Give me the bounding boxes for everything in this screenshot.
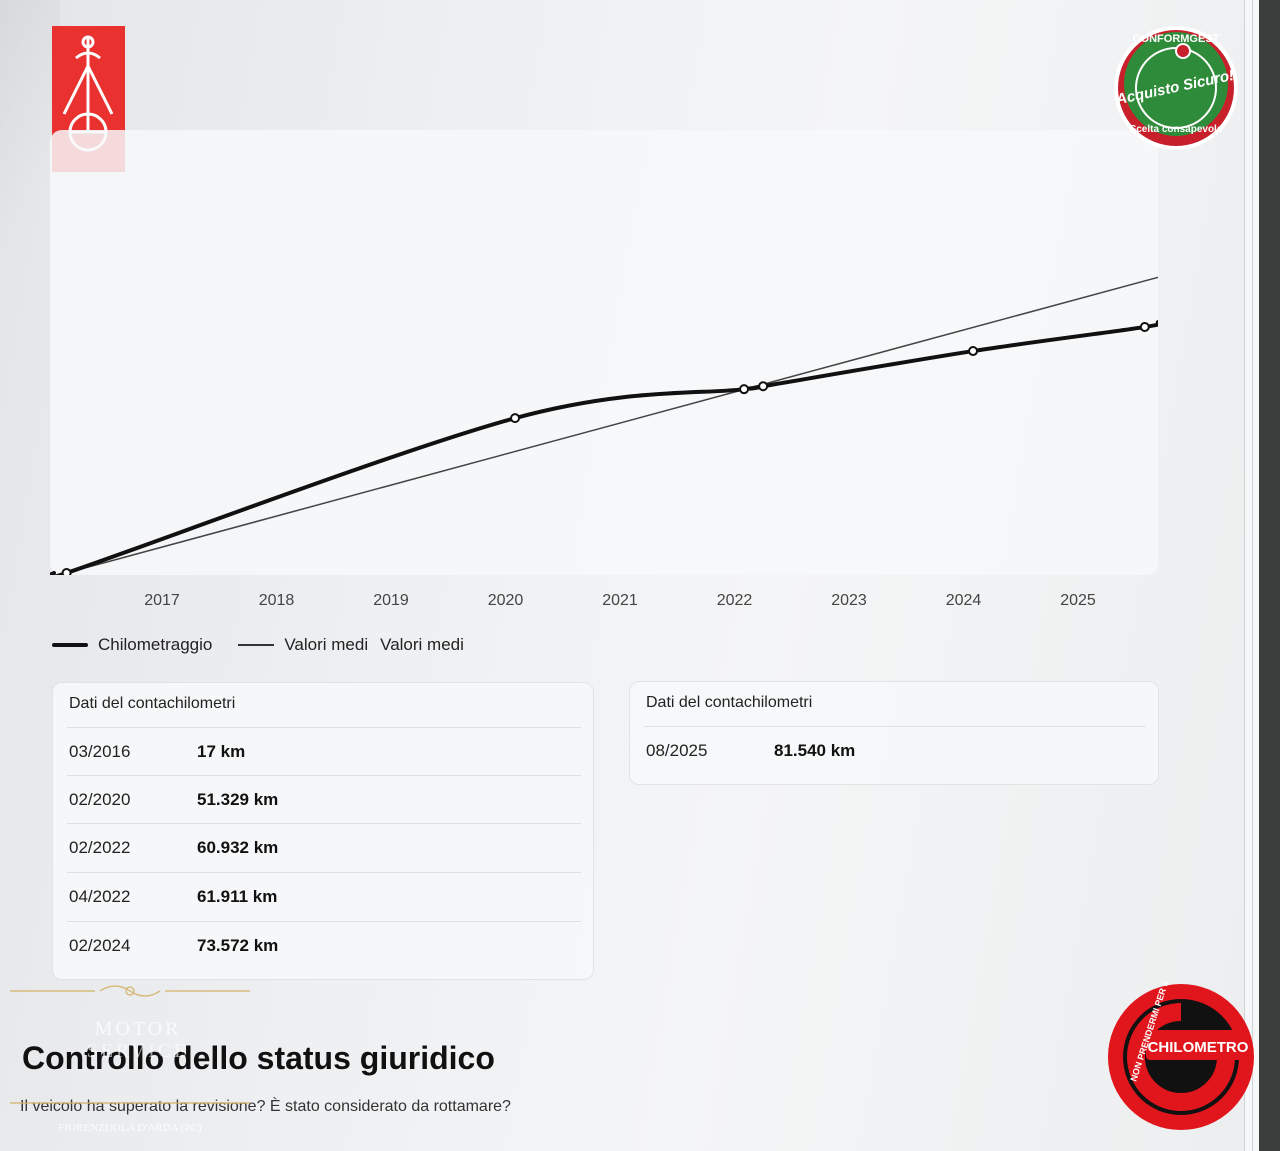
odometer-card-left: Dati del contachilometri 03/2016 17 km 02… (52, 682, 594, 980)
row-km: 81.540 km (774, 741, 856, 760)
row-date: 04/2022 (69, 887, 131, 906)
row-km: 60.932 km (197, 838, 279, 857)
legend-swatch-chilometraggio (52, 643, 88, 647)
data-point (739, 384, 750, 395)
odometer-row: 03/2016 17 km (67, 727, 581, 776)
row-km: 73.572 km (197, 936, 279, 955)
row-date: 02/2022 (69, 838, 131, 857)
row-date: 02/2020 (69, 790, 131, 809)
row-km: 51.329 km (197, 790, 279, 809)
chilometro-badge: CHILOMETRO NON PRENDERMI PER IL (1106, 976, 1256, 1132)
x-tick-label: 2021 (602, 592, 638, 609)
motor-service-watermark: MOTOR SERVICE FIORENZUOLA D'ARDA (PC) (10, 985, 250, 1135)
page-edge (1252, 0, 1259, 1151)
odometer-card-title: Dati del contachilometri (69, 695, 236, 712)
acquisto-sicuro-badge: CONFORMGEST Acquisto Sicuro! Scelta cons… (1106, 24, 1246, 152)
badge-green-top: CONFORMGEST (1133, 33, 1220, 45)
x-tick-label: 2024 (946, 592, 982, 609)
chart-legend: Chilometraggio Valori medi Valori medi (52, 633, 464, 657)
page-edge (1244, 0, 1253, 1151)
watermark-line1: MOTOR (95, 1018, 182, 1040)
row-date: 03/2016 (69, 742, 131, 761)
data-point (1139, 322, 1150, 332)
x-tick-label: 2020 (488, 592, 524, 609)
badge-green-bottom: Scelta consapevole (1130, 124, 1223, 135)
watermark-line3: FIORENZUOLA D'ARDA (PC) (58, 1122, 201, 1134)
row-date: 08/2025 (646, 741, 708, 760)
legend-swatch-valori-medi (238, 644, 275, 646)
x-tick-label: 2025 (1060, 592, 1096, 609)
odometer-row: 02/2022 60.932 km (67, 823, 581, 872)
x-axis: 2017 2018 2019 2020 2021 2022 2023 2024 2025 (144, 592, 1096, 609)
data-point (510, 413, 521, 424)
odometer-card-title: Dati del contachilometri (646, 694, 813, 711)
series-line-valori-medi (66, 276, 1158, 574)
odometer-row: 08/2025 81.540 km (644, 726, 1146, 775)
legend-label-valori-medi: Valori medi (284, 635, 369, 654)
odometer-row: 02/2024 73.572 km (67, 921, 581, 970)
row-km: 17 km (197, 742, 246, 761)
legend-label-chilometraggio: Chilometraggio (98, 635, 213, 654)
odometer-row: 04/2022 61.911 km (67, 872, 581, 921)
section-heading: Controllo dello status giuridico (22, 1040, 495, 1076)
chart-card (50, 130, 1158, 575)
watermark-line2: SERVICE (87, 1040, 190, 1062)
x-tick-label: 2017 (144, 592, 180, 609)
legend-label-valori-medi-2: Valori medi (380, 635, 464, 654)
series-line-chilometraggio (50, 320, 1158, 575)
x-tick-label: 2018 (259, 592, 295, 609)
x-tick-label: 2023 (831, 592, 867, 609)
row-date: 02/2024 (69, 936, 131, 955)
x-tick-label: 2022 (717, 592, 753, 609)
odometer-card-right: Dati del contachilometri 08/2025 81.540 k… (629, 681, 1159, 785)
x-tick-label: 2019 (373, 592, 409, 609)
row-km: 61.911 km (197, 887, 278, 906)
data-point (968, 346, 979, 357)
badge-km-text2: CHILOMETRO (1148, 1039, 1249, 1056)
data-point (61, 567, 72, 575)
data-point (758, 381, 769, 392)
mileage-chart (50, 276, 1158, 575)
odometer-row: 02/2020 51.329 km (67, 775, 581, 824)
